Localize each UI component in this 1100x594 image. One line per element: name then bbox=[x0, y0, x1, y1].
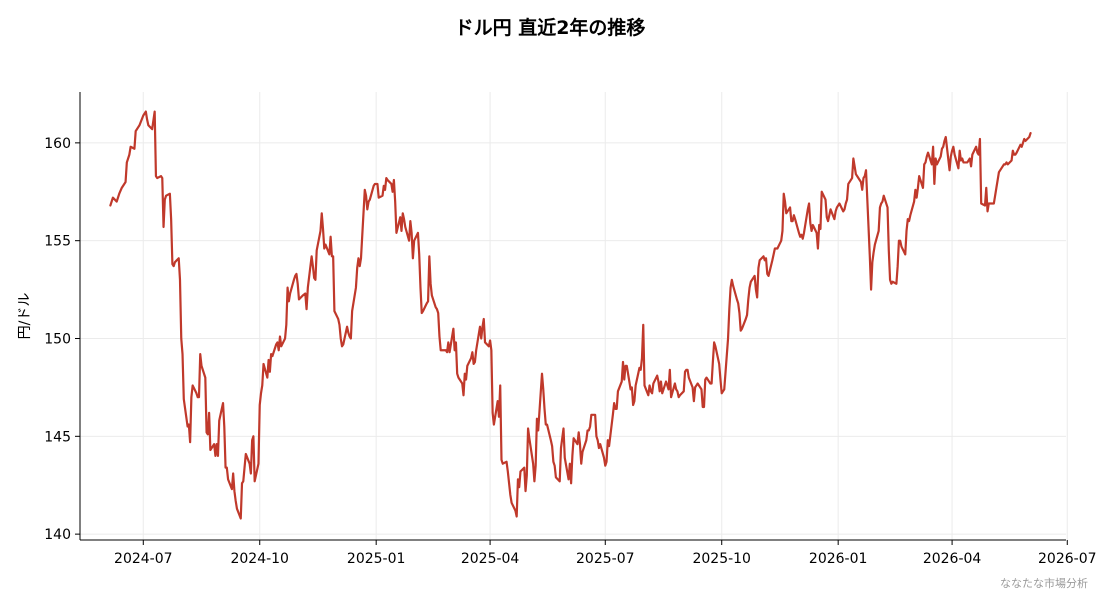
grid bbox=[80, 92, 1068, 540]
x-tick-label: 2025-10 bbox=[692, 551, 751, 567]
plot-area bbox=[109, 110, 1032, 520]
y-axis-label: 円/ドル bbox=[17, 293, 33, 340]
x-tick-label: 2024-10 bbox=[230, 551, 289, 567]
axes bbox=[79, 92, 1066, 541]
y-tick-label: 140 bbox=[44, 527, 71, 543]
y-tick-label: 160 bbox=[44, 136, 71, 152]
x-tick-label: 2026-04 bbox=[923, 551, 982, 567]
y-tick-label: 155 bbox=[44, 234, 71, 250]
x-tick-label: 2026-01 bbox=[809, 551, 868, 567]
x-tick-label: 2025-07 bbox=[576, 551, 635, 567]
y-axis-ticks: 140 145 150 155 160 bbox=[44, 136, 80, 543]
x-axis-ticks: 2024-07 2024-10 2025-01 2025-04 2025-07 2025-… bbox=[114, 540, 1097, 567]
y-tick-label: 150 bbox=[44, 331, 71, 347]
series-line bbox=[109, 110, 1032, 520]
chart-title: ドル円 直近2年の推移 bbox=[455, 16, 646, 39]
x-tick-label: 2025-04 bbox=[461, 551, 520, 567]
watermark: ななたな市場分析 bbox=[1000, 576, 1088, 590]
y-tick-label: 145 bbox=[44, 429, 71, 445]
x-tick-label: 2026-07 bbox=[1038, 551, 1097, 567]
x-tick-label: 2024-07 bbox=[114, 551, 173, 567]
x-tick-label: 2025-01 bbox=[347, 551, 406, 567]
